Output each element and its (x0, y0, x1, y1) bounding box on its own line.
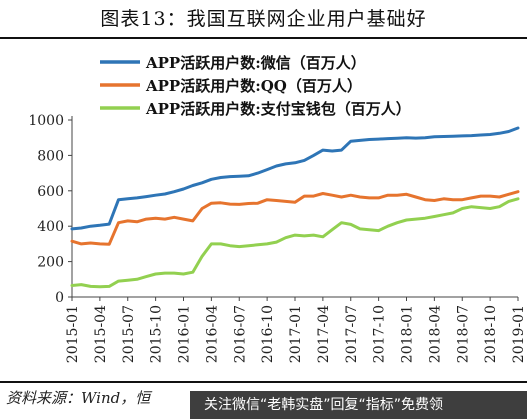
y-tick-label: 200 (37, 255, 64, 271)
series-layer (70, 126, 520, 289)
legend-label-0: APP活跃用户数:微信（百万人） (145, 54, 366, 72)
legend-label-1: APP活跃用户数:QQ（百万人） (145, 77, 362, 95)
x-tick-label: 2015-01 (65, 305, 81, 363)
y-tick-label: 0 (55, 290, 64, 306)
x-tick-label: 2015-04 (93, 305, 109, 363)
y-tick-label: 1000 (28, 113, 64, 129)
series-line-2 (70, 197, 520, 289)
x-tick-label: 2017-04 (316, 305, 332, 363)
y-tick-label: 800 (37, 148, 64, 164)
x-tick-label: 2016-01 (177, 305, 193, 363)
footer-divider (0, 381, 527, 383)
x-tick-label: 2018-04 (427, 305, 443, 363)
axes-group: 0 200 400 600 800 1000 2015-01 2015-04 2015-07 20… (28, 113, 527, 363)
x-tick-label: 2018-07 (455, 305, 471, 363)
title-divider (0, 37, 527, 39)
x-tick-label: 2016-10 (260, 305, 276, 363)
x-tick-label: 2015-10 (149, 305, 165, 363)
x-tick-label: 2015-07 (121, 305, 137, 363)
x-tick-label: 2018-01 (400, 305, 416, 363)
y-tick-label: 400 (37, 219, 64, 235)
x-tick-label: 2017-07 (344, 305, 360, 363)
chart-title: 图表13：我国互联网企业用户基础好 (100, 8, 427, 30)
x-tick-label: 2018-10 (483, 305, 499, 363)
x-tick-label: 2016-07 (232, 305, 248, 363)
x-tick-label: 2019-01 (511, 305, 527, 363)
legend-label-2: APP活跃用户数:支付宝钱包（百万人） (145, 100, 411, 118)
x-tick-label: 2016-04 (204, 305, 220, 363)
watermark (442, 382, 522, 394)
x-tick-label: 2017-10 (372, 305, 388, 363)
legend: APP活跃用户数:微信（百万人） APP活跃用户数:QQ（百万人） APP活跃用户数… (100, 54, 411, 118)
source-note: 资料来源：Wind，恒 (6, 389, 151, 407)
series-line-1 (70, 190, 520, 246)
chart-area: 0 200 400 600 800 1000 2015-01 2015-04 2015-07 20… (28, 54, 527, 363)
series-line-0 (70, 126, 520, 231)
promo-banner[interactable]: 关注微信“老韩实盘”回复“指标”免费领 (190, 391, 527, 419)
y-tick-label: 600 (37, 184, 64, 200)
x-tick-label: 2017-01 (288, 305, 304, 363)
